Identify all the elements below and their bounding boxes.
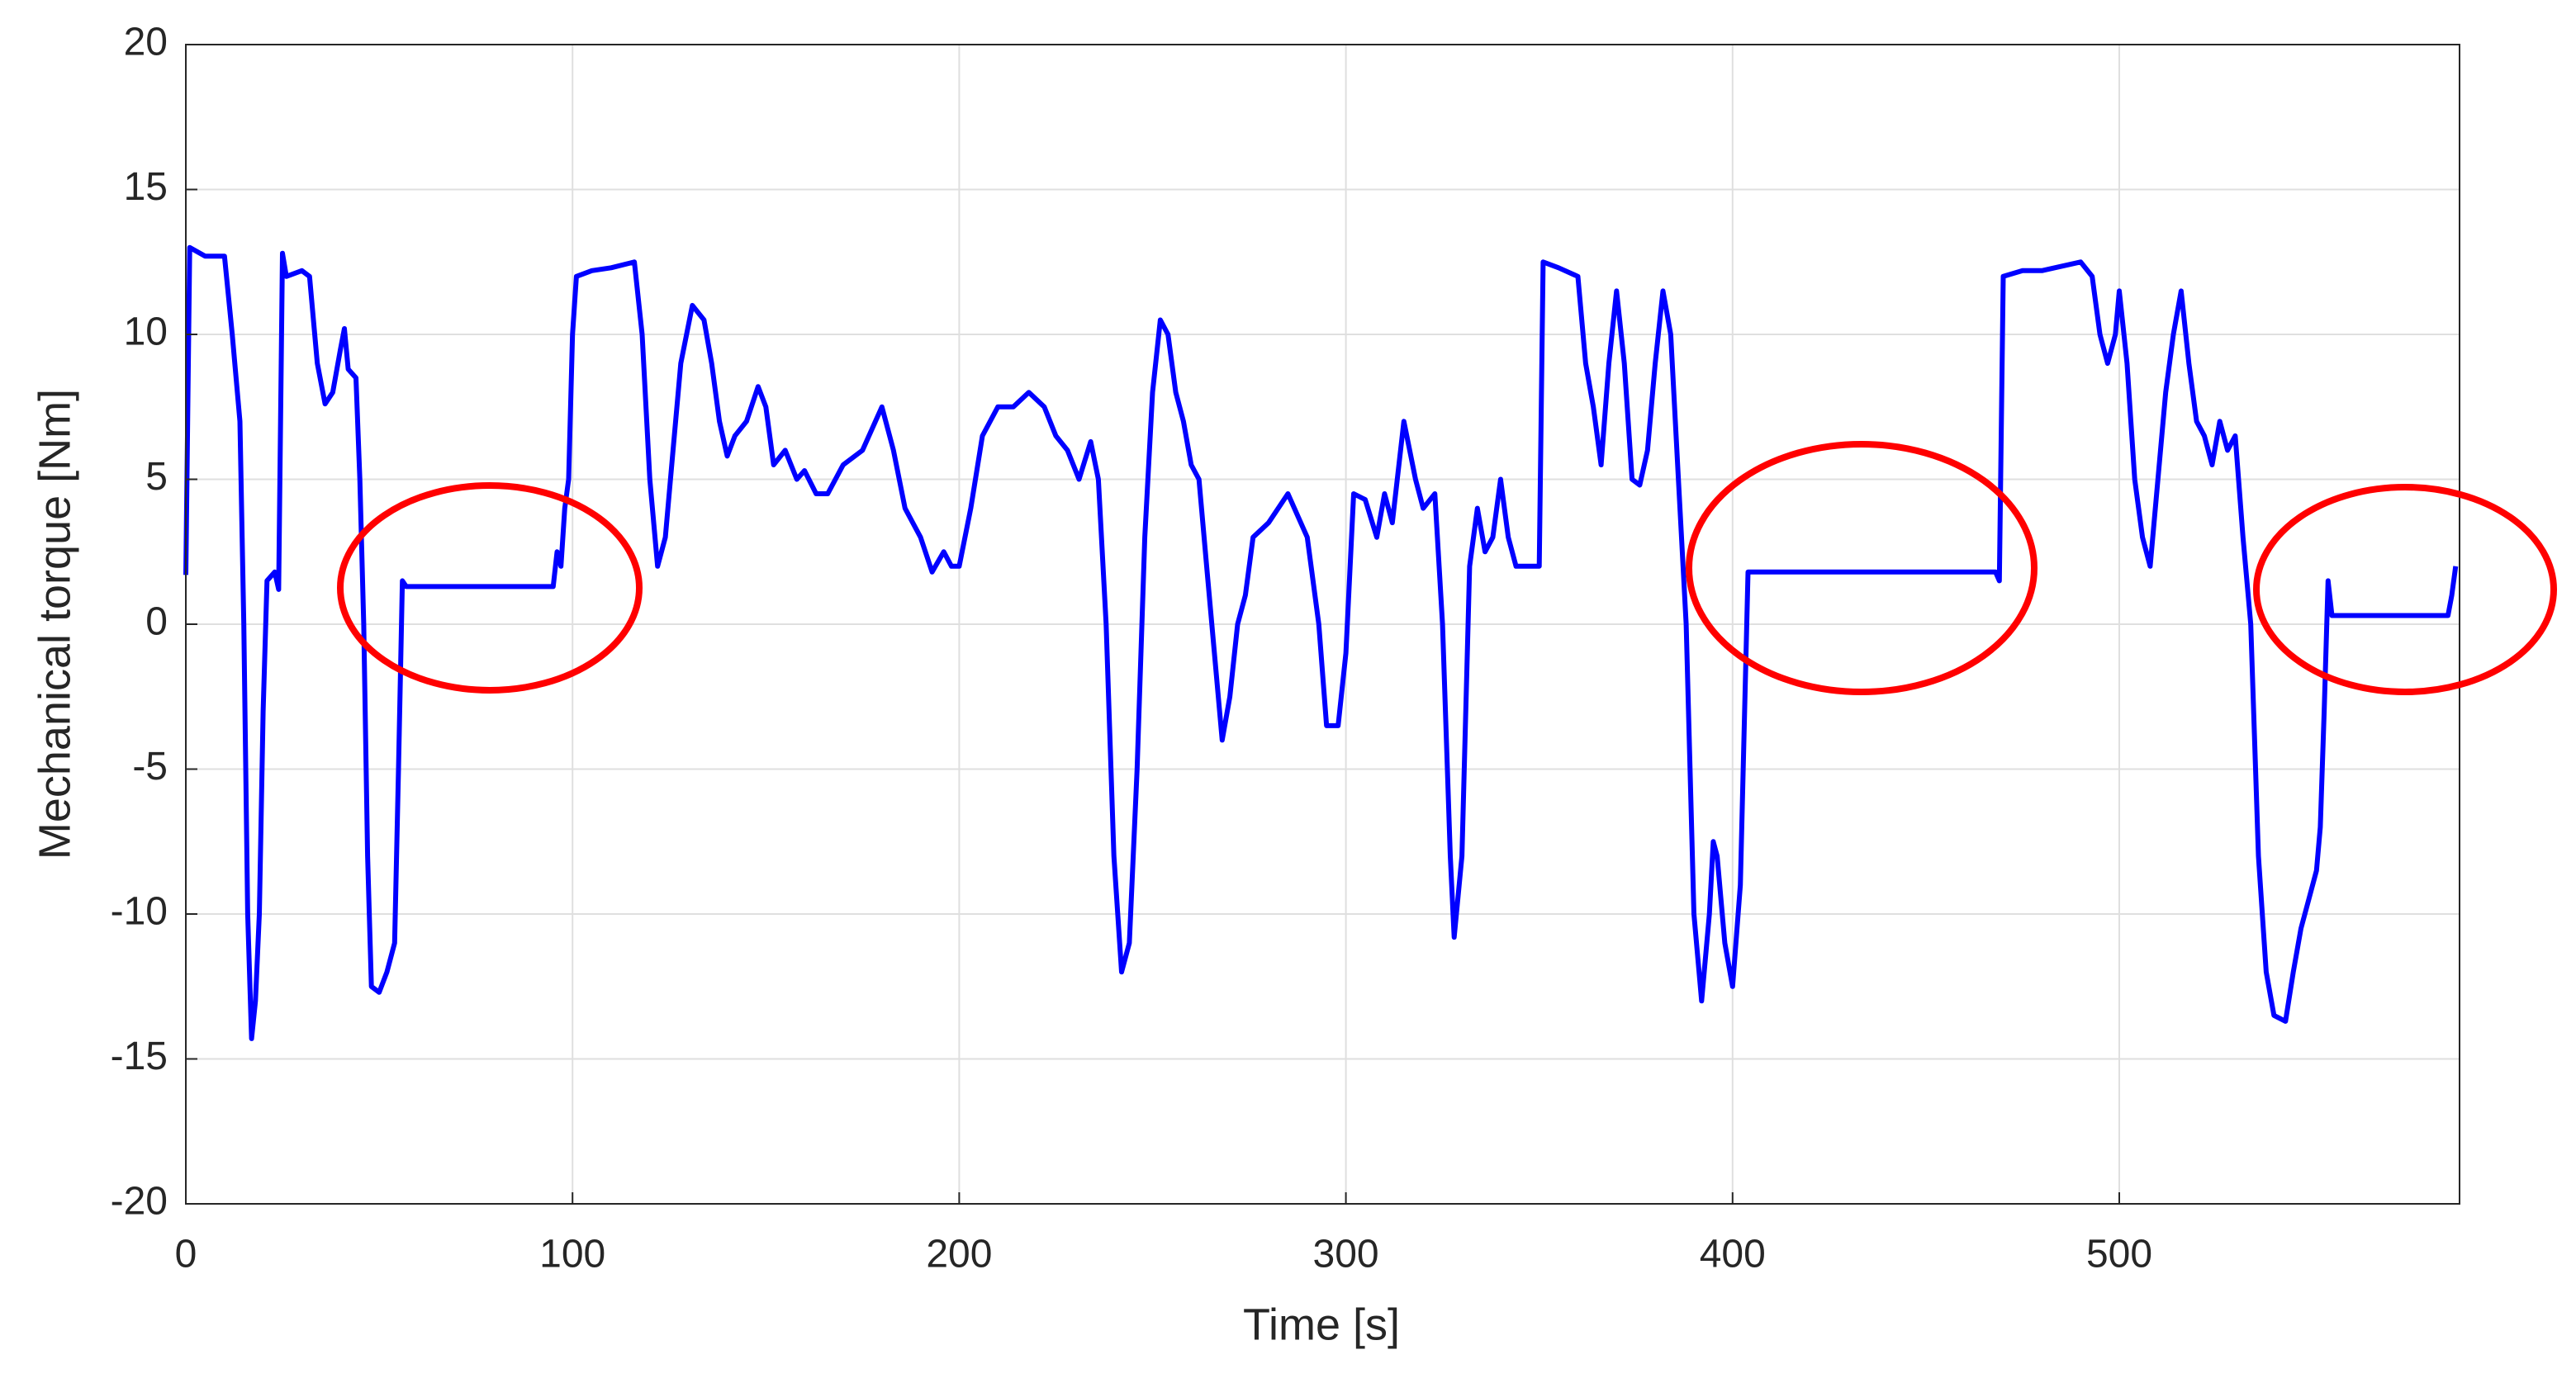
y-tick-label: 10 [124,310,168,354]
x-tick-label: 0 [175,1233,197,1276]
y-tick-label: -10 [111,890,168,934]
y-tick-label: -15 [111,1035,168,1078]
x-tick-label: 400 [1700,1233,1766,1276]
lines [183,244,2459,1041]
x-tick-label: 300 [1313,1233,1379,1276]
x-tick-label: 100 [539,1233,605,1276]
highlight-ellipse [337,482,643,694]
y-axis-label: Mechanical torque [Nm] [30,389,79,860]
highlight-ellipse [2253,484,2557,695]
x-axis-label: Time [s] [1243,1300,1400,1349]
data-line [183,244,2459,1041]
x-tick-label: 200 [926,1233,992,1276]
y-tick-label: -20 [111,1180,168,1224]
annotations [337,441,2557,695]
highlight-ellipse [1686,441,2038,695]
x-tick-label: 500 [2086,1233,2152,1276]
y-tick-label: -5 [132,745,168,789]
y-tick-label: 5 [145,455,168,499]
y-tick-label: 15 [124,165,168,209]
y-tick-label: 0 [145,600,168,644]
y-tick-label: 20 [124,21,168,64]
